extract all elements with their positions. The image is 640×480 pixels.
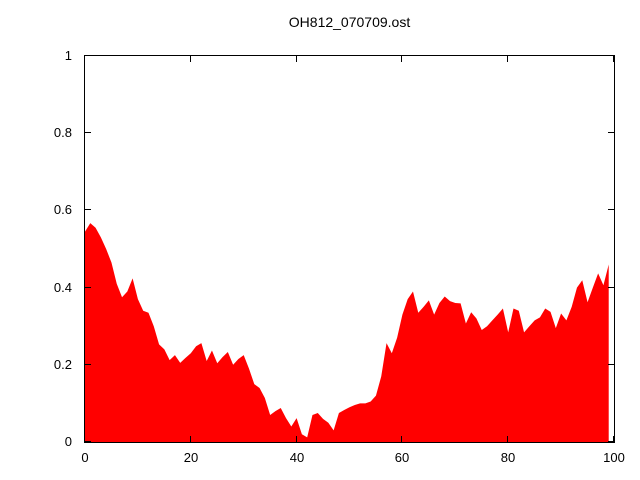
x-tick-mark [401, 436, 402, 442]
y-tick-mark [85, 132, 91, 133]
y-tick-mark [85, 364, 91, 365]
x-tick-mark [296, 436, 297, 442]
y-tick-label: 0 [64, 434, 72, 449]
x-tick-label: 40 [289, 450, 305, 465]
x-tick-label: 100 [603, 450, 625, 465]
y-tick-mark-right [608, 209, 614, 210]
area-fill-path [85, 223, 609, 442]
y-tick-label: 1 [64, 48, 72, 63]
y-tick-mark-right [608, 287, 614, 288]
y-tick-mark [85, 55, 91, 56]
x-tick-mark-top [613, 56, 614, 62]
plot-area [84, 55, 615, 443]
y-tick-mark [85, 441, 91, 442]
chart-title: OH812_070709.ost [288, 14, 411, 30]
x-tick-mark-top [190, 56, 191, 62]
x-tick-label: 60 [394, 450, 410, 465]
x-tick-mark [190, 436, 191, 442]
x-tick-label: 0 [81, 450, 89, 465]
y-tick-label: 0.8 [53, 125, 72, 140]
y-tick-mark-right [608, 55, 614, 56]
y-tick-mark-right [608, 132, 614, 133]
x-tick-mark [613, 436, 614, 442]
y-tick-label: 0.2 [53, 357, 72, 372]
y-tick-label: 0.6 [53, 202, 72, 217]
x-tick-mark [84, 436, 85, 442]
x-tick-label: 20 [183, 450, 199, 465]
x-tick-mark-top [507, 56, 508, 62]
y-tick-mark [85, 287, 91, 288]
x-tick-mark [507, 436, 508, 442]
x-tick-mark-top [84, 56, 85, 62]
y-tick-mark-right [608, 441, 614, 442]
y-tick-mark [85, 209, 91, 210]
area-series [85, 223, 609, 442]
y-tick-label: 0.4 [53, 280, 72, 295]
x-tick-mark-top [296, 56, 297, 62]
x-tick-mark-top [401, 56, 402, 62]
y-tick-mark-right [608, 364, 614, 365]
x-tick-label: 80 [500, 450, 516, 465]
